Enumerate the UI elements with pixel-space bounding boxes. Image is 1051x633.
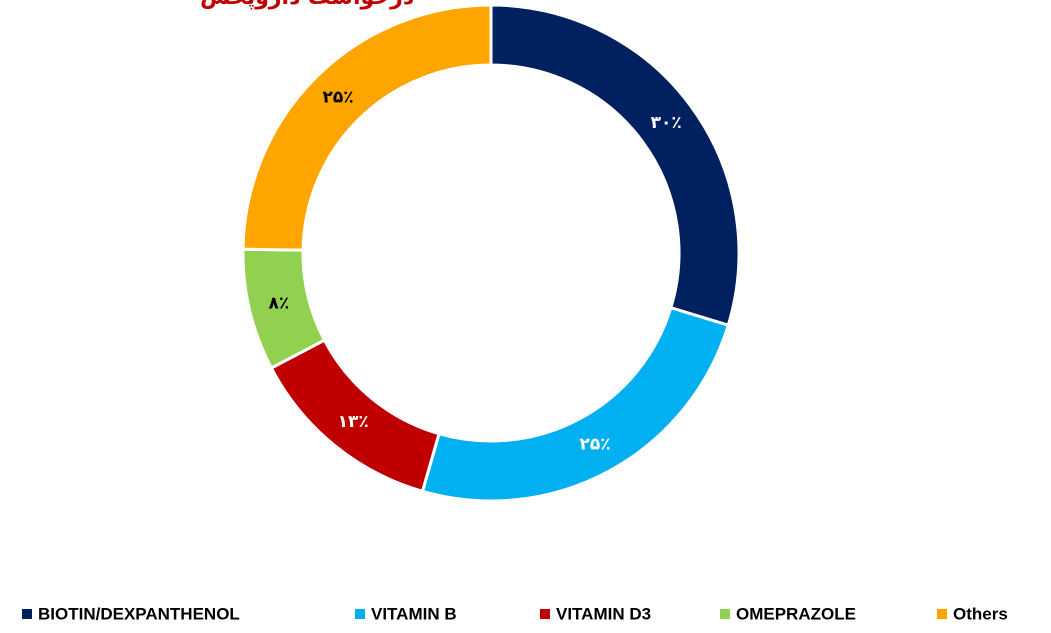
legend-swatch bbox=[720, 609, 730, 619]
legend-label: Others bbox=[953, 604, 1008, 623]
legend-label: BIOTIN/DEXPANTHENOL bbox=[38, 604, 240, 623]
legend-label: VITAMIN D3 bbox=[556, 604, 651, 623]
data-label: ۲۵٪ bbox=[579, 435, 610, 455]
data-label: ۱۳٪ bbox=[338, 412, 369, 432]
donut-slice bbox=[420, 305, 731, 503]
chart-title: درخواست داروپخش bbox=[200, 0, 414, 10]
legend-swatch bbox=[355, 609, 365, 619]
legend-swatch bbox=[22, 609, 32, 619]
legend-label: OMEPRAZOLE bbox=[736, 604, 856, 623]
legend-swatch bbox=[937, 609, 947, 619]
data-label: ۸٪ bbox=[269, 293, 290, 313]
donut-slice bbox=[489, 3, 741, 328]
legend-label: VITAMIN B bbox=[371, 604, 457, 623]
data-label: ۳۰٪ bbox=[651, 113, 682, 133]
legend-swatch bbox=[540, 609, 550, 619]
donut-slice bbox=[241, 3, 493, 252]
data-label: ۲۵٪ bbox=[322, 88, 353, 108]
